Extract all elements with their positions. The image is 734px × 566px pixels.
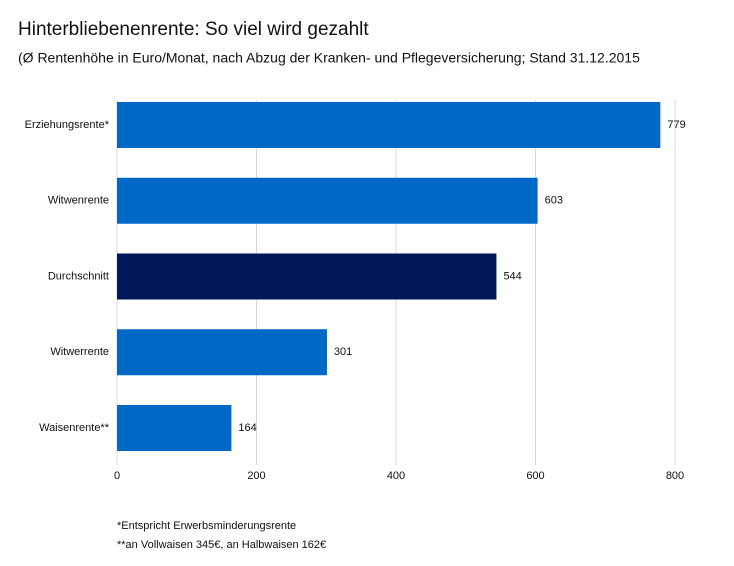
data-label: 779 — [667, 119, 685, 131]
x-tick-label: 200 — [247, 470, 265, 482]
data-label: 544 — [503, 270, 521, 282]
bar — [117, 177, 538, 224]
bar — [117, 405, 232, 451]
bar — [117, 329, 327, 376]
data-label: 301 — [334, 346, 352, 358]
y-tick-label: Durchschnitt — [48, 270, 109, 282]
y-tick-label: Erziehungsrente* — [25, 119, 110, 131]
data-label: 603 — [545, 195, 563, 207]
bar — [117, 102, 661, 148]
x-tick-label: 0 — [114, 470, 120, 482]
y-tick-label: Witwerrente — [50, 346, 109, 358]
x-tick-label: 600 — [526, 470, 544, 482]
footnote: **an Vollwaisen 345€, an Halbwaisen 162€ — [117, 539, 326, 551]
y-tick-label: Waisenrente** — [39, 422, 110, 434]
y-tick-label: Witwenrente — [48, 195, 109, 207]
data-label: 164 — [238, 422, 256, 434]
bar — [117, 253, 497, 300]
footnote: *Entspricht Erwerbsminderungsrente — [117, 520, 296, 532]
x-tick-label: 400 — [387, 470, 405, 482]
chart-subtitle: (Ø Rentenhöhe in Euro/Monat, nach Abzug … — [18, 50, 640, 66]
x-tick-label: 800 — [666, 470, 684, 482]
chart-title: Hinterbliebenenrente: So viel wird gezah… — [18, 19, 369, 40]
